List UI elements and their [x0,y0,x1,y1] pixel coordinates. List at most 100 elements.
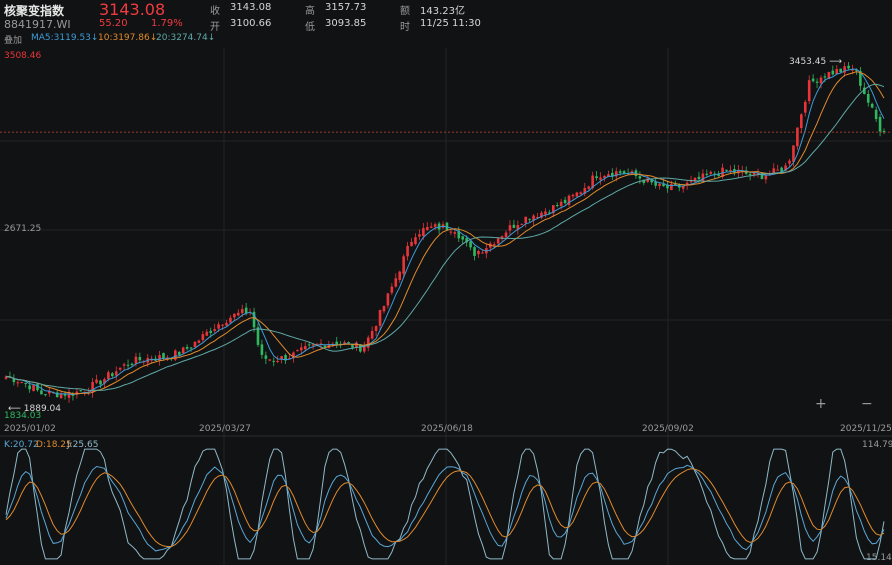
candle-body-108 [429,226,433,228]
candle-body-148 [587,186,591,189]
candle-body-183 [725,169,728,171]
candle-body-102 [406,245,409,257]
candle-body-145 [575,192,579,197]
candle-body-4 [20,382,24,384]
candle-body-19 [79,390,83,392]
price-change: 55.20 [99,18,128,29]
candle-body-10 [44,394,47,396]
candlestick-series [4,62,886,403]
ma5-label: MA5:3119.53↓ [31,33,99,43]
candle-body-5 [24,382,27,384]
low-annotation: ⟵ 1889.04 [8,404,61,414]
candle-body-44 [177,351,181,355]
candle-body-161 [638,176,642,179]
candle-body-220 [870,103,874,108]
kdj-j-line [5,448,885,560]
price-axis-top: 3508.46 [4,51,41,61]
candle-body-169 [670,183,673,191]
candle-body-173 [685,182,689,185]
candle-body-54 [217,324,220,329]
x-tick-3: 2025/06/18 [421,424,473,434]
candle-body-98 [390,286,394,293]
candle-body-109 [433,224,437,227]
candle-body-134 [532,215,535,221]
last-price: 3143.08 [99,0,166,19]
candle-body-178 [705,173,709,175]
candle-body-94 [374,326,378,331]
kdj-axis-top: 114.79 [862,440,892,450]
candle-body-63 [252,311,256,328]
candle-body-219 [866,93,870,103]
candle-body-198 [784,165,787,171]
plus-icon: + [815,396,827,412]
candle-body-128 [508,225,512,231]
candle-body-196 [776,169,779,171]
candle-body-66 [264,355,268,359]
quote-header: 核聚变指数 8841917.WI 3143.08 55.20 1.79% 收 3… [0,0,892,48]
candle-body-200 [792,145,795,162]
candle-body-3 [16,382,20,384]
candle-body-50 [201,334,205,341]
candle-body-223 [882,130,886,133]
candle-body-217 [859,70,862,86]
candle-body-202 [800,114,803,129]
candle-body-69 [276,360,279,362]
candle-body-78 [311,344,315,346]
kdj-axis-bottom: 15.14 [866,553,892,563]
candle-body-170 [674,183,677,185]
candle-body-168 [666,184,669,189]
candle-body-213 [843,66,846,73]
kdj-d-label: D:18.25 [36,440,72,450]
candle-body-153 [607,174,610,177]
candle-body-76 [303,346,307,350]
open-value: 3100.66 [230,18,272,29]
kdj-k-line [5,464,885,552]
candle-body-100 [398,271,402,280]
candle-body-184 [729,170,732,172]
candle-body-25 [103,379,106,384]
candle-body-28 [114,371,118,376]
candle-body-218 [863,87,866,95]
candle-body-124 [492,244,496,246]
candle-body-149 [591,175,594,189]
minus-icon: − [861,396,873,412]
candle-body-157 [622,171,626,174]
candle-body-205 [811,78,815,82]
candle-body-210 [831,70,835,75]
candle-body-151 [599,177,602,180]
candle-body-137 [544,211,547,215]
zoom-out-button[interactable]: − [861,396,873,412]
overlay-button[interactable]: 叠加 [4,36,23,46]
candle-body-125 [496,238,500,244]
zoom-in-button[interactable]: + [815,396,827,412]
x-tick-5: 2025/11/25 [840,424,892,434]
candle-body-55 [221,324,224,326]
candle-body-175 [693,177,697,182]
candle-body-52 [209,330,213,333]
candle-body-71 [284,355,287,361]
index-code: 8841917.WI [4,18,71,31]
candle-body-163 [646,178,650,182]
candle-body-201 [796,127,799,147]
candle-body-113 [449,231,453,233]
index-name: 核聚变指数 [4,4,65,18]
candle-body-8 [36,383,39,391]
candle-body-152 [603,175,606,178]
candle-body-192 [760,172,764,180]
ma10-line [5,71,885,395]
candle-body-208 [823,76,827,78]
x-tick-1: 2025/01/02 [4,424,56,434]
candle-body-87 [347,342,350,344]
moving-average-lines [5,68,885,396]
candle-body-221 [874,109,878,120]
candle-body-32 [130,363,134,365]
high-annotation-value: 3453.45 [789,57,826,67]
candle-body-203 [803,101,807,113]
candle-body-6 [28,385,31,390]
candle-body-140 [555,205,559,207]
low-annotation-arrow: ⟵ [8,404,24,414]
candle-body-93 [370,331,374,339]
candle-body-47 [189,347,193,349]
high-value: 3157.73 [325,2,367,13]
